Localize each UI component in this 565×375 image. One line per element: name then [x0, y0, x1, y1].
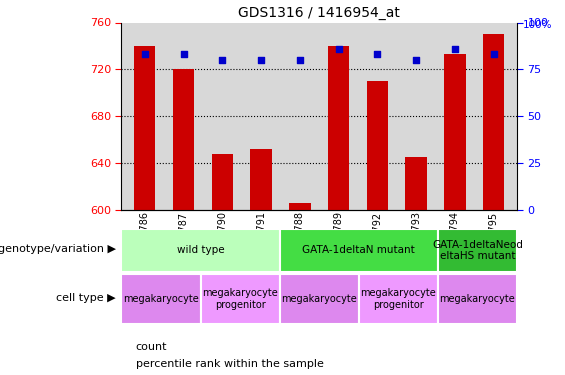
Point	[412, 57, 421, 63]
Bar	[201, 274, 280, 324]
Bar	[121, 274, 201, 324]
Bar	[438, 274, 517, 324]
Text: megakaryocyte: megakaryocyte	[440, 294, 515, 304]
Text: megakaryocyte: megakaryocyte	[281, 294, 357, 304]
Bar	[483, 34, 505, 210]
Bar	[121, 229, 280, 272]
Point	[489, 51, 498, 57]
Text: megakaryocyte: megakaryocyte	[123, 294, 199, 304]
Bar	[212, 154, 233, 210]
Text: count: count	[136, 342, 167, 352]
Title: GDS1316 / 1416954_at: GDS1316 / 1416954_at	[238, 6, 400, 20]
Text: GATA-1deltaNeod
eltaHS mutant: GATA-1deltaNeod eltaHS mutant	[432, 240, 523, 261]
Point	[295, 57, 305, 63]
Text: megakaryocyte
progenitor: megakaryocyte progenitor	[360, 288, 436, 310]
Point	[450, 46, 459, 52]
Bar	[328, 46, 349, 210]
Bar	[250, 149, 272, 210]
Bar	[444, 54, 466, 210]
Bar	[289, 203, 311, 210]
Bar	[173, 69, 194, 210]
Bar	[406, 157, 427, 210]
Text: cell type ▶: cell type ▶	[56, 293, 116, 303]
Text: genotype/variation ▶: genotype/variation ▶	[0, 244, 116, 254]
Bar	[359, 274, 438, 324]
Point	[140, 51, 149, 57]
Text: GATA-1deltaN mutant: GATA-1deltaN mutant	[302, 245, 415, 255]
Text: megakaryocyte
progenitor: megakaryocyte progenitor	[202, 288, 278, 310]
Point	[218, 57, 227, 63]
Text: wild type: wild type	[177, 245, 224, 255]
Point	[257, 57, 266, 63]
Bar	[134, 46, 155, 210]
Bar	[280, 274, 359, 324]
Bar	[280, 229, 438, 272]
Bar	[438, 229, 517, 272]
Point	[334, 46, 343, 52]
Text: percentile rank within the sample: percentile rank within the sample	[136, 359, 324, 369]
Bar	[367, 81, 388, 210]
Text: 100%: 100%	[523, 20, 552, 30]
Point	[373, 51, 382, 57]
Point	[179, 51, 188, 57]
